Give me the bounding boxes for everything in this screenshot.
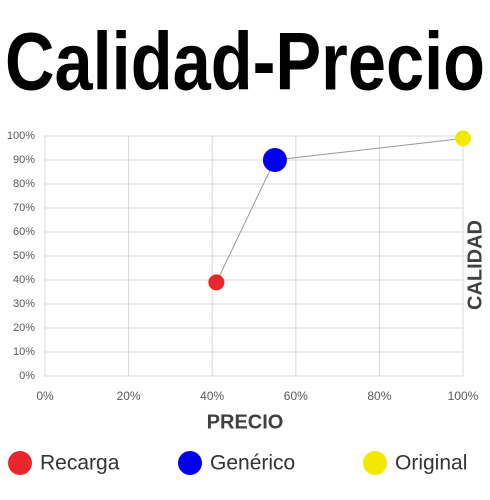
y-tick-label: 30% <box>13 298 35 310</box>
legend-marker <box>178 451 202 475</box>
legend-label: Recarga <box>40 452 120 475</box>
x-tick-label: 60% <box>284 389 308 403</box>
y-tick-label: 10% <box>13 346 35 358</box>
x-tick-label: 100% <box>448 389 479 403</box>
x-tick-label: 80% <box>367 389 391 403</box>
legend-label: Original <box>395 452 467 475</box>
point <box>262 148 287 172</box>
y-axis-label: CALIDAD <box>464 220 486 310</box>
y-tick-label: 50% <box>13 250 35 262</box>
y-tick-label: 40% <box>13 274 35 286</box>
point <box>455 130 471 147</box>
y-tick-label: 70% <box>13 202 35 214</box>
y-tick-label: 100% <box>7 130 35 142</box>
x-tick-label: 40% <box>200 389 224 403</box>
x-tick-label: 20% <box>117 389 141 403</box>
y-tick-label: 60% <box>13 226 35 238</box>
y-tick-label: 20% <box>13 322 35 334</box>
legend-label: Genérico <box>210 452 295 475</box>
y-tick-label: 90% <box>13 154 35 166</box>
x-axis-label: PRECIO <box>207 411 284 433</box>
legend-marker <box>363 451 387 475</box>
y-tick-label: 80% <box>13 178 35 190</box>
x-tick-label: 0% <box>36 389 54 403</box>
y-tick-label: 0% <box>19 370 35 382</box>
legend-marker <box>8 451 32 475</box>
chart-title: Calidad-Precio <box>5 17 485 108</box>
point <box>208 274 225 291</box>
